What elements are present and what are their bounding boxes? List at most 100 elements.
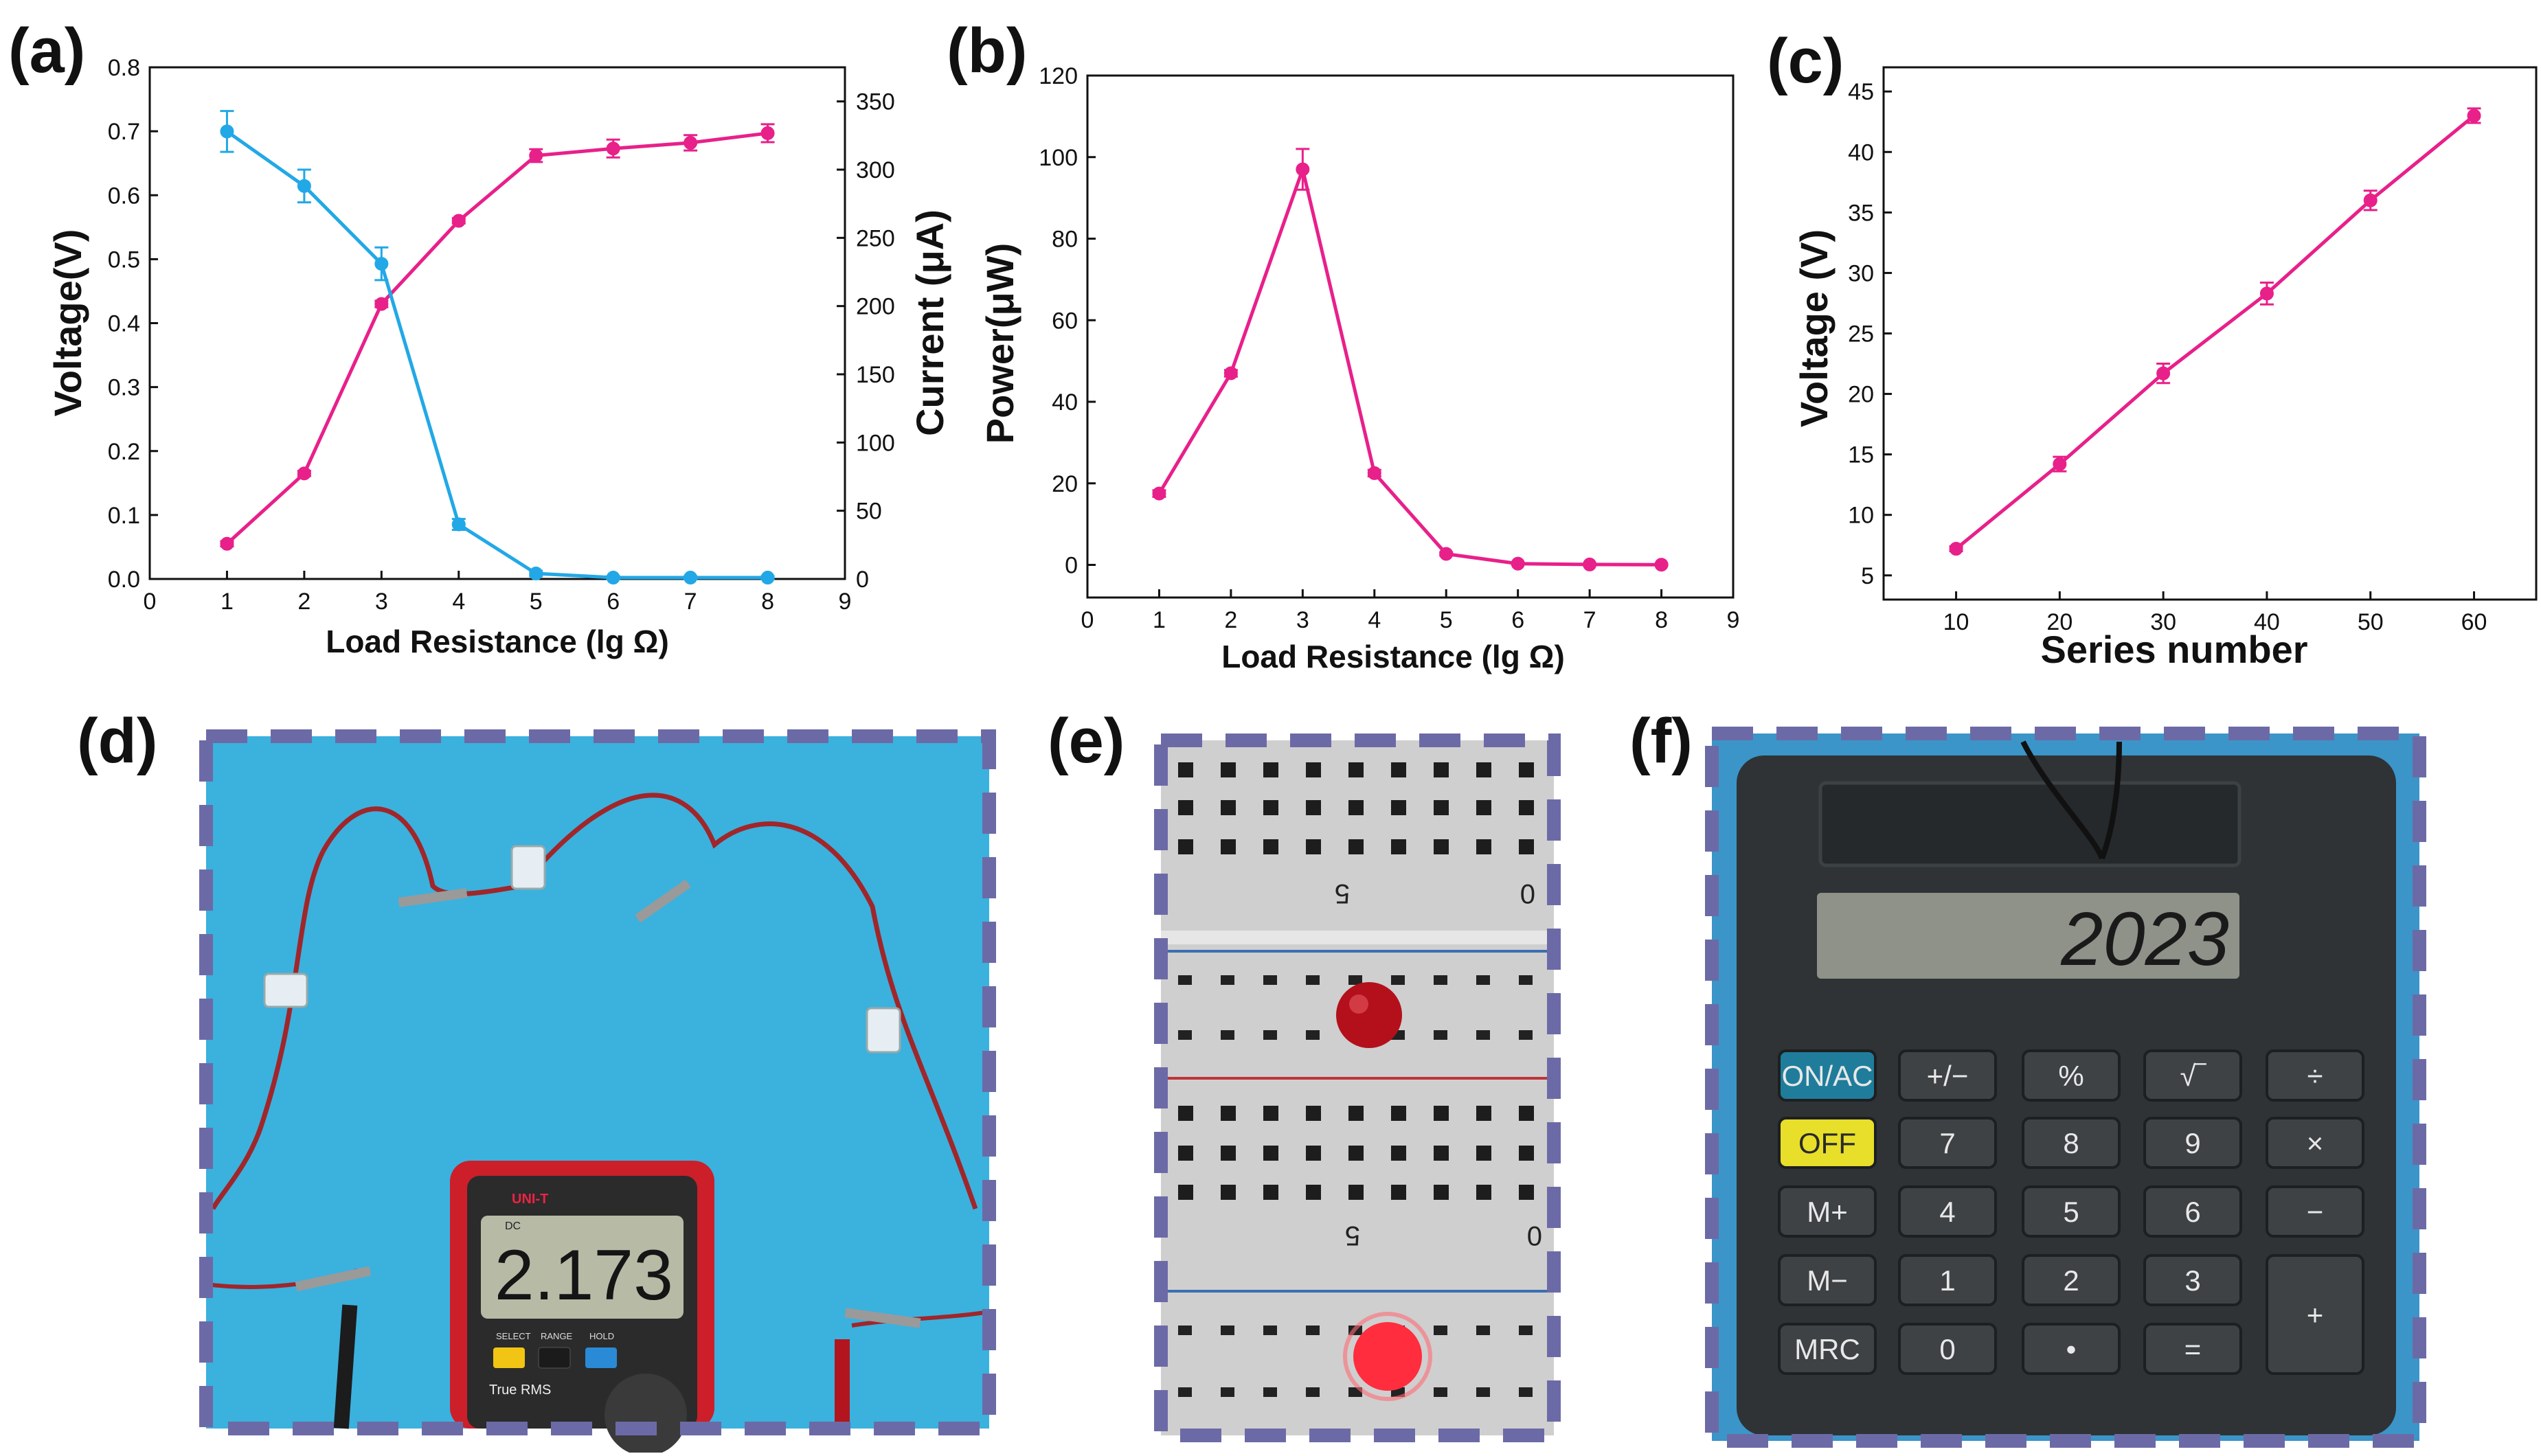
y2-tick-label: 50 xyxy=(856,499,882,525)
chart-c-ylabel: Voltage (V) xyxy=(1792,229,1836,427)
breadboard-hole xyxy=(1519,1185,1534,1200)
calculator-key[interactable] xyxy=(2022,1117,2121,1169)
calculator-key[interactable] xyxy=(2143,1049,2242,1102)
x-tick-label: 4 xyxy=(452,589,465,615)
calculator-key[interactable] xyxy=(2143,1254,2242,1306)
breadboard-hole xyxy=(1519,1146,1534,1161)
multimeter-true-rms: True RMS xyxy=(489,1383,551,1398)
multimeter-reading: 2.173 xyxy=(495,1236,673,1315)
chart-b-y-ticks: 0 20 40 60 80 100 120 xyxy=(1039,63,1096,579)
multimeter-dial[interactable] xyxy=(605,1374,687,1456)
panel-label-c: (c) xyxy=(1767,26,1844,96)
y-tick-label: 0.4 xyxy=(108,311,140,337)
y-tick-label: 0.6 xyxy=(108,183,140,209)
x-tick-label: 2 xyxy=(1224,607,1237,633)
calculator-key[interactable] xyxy=(2022,1323,2121,1375)
breadboard-hole xyxy=(1263,1106,1278,1121)
calculator-key-label: 3 xyxy=(2184,1264,2200,1297)
calculator-key-label: 6 xyxy=(2184,1196,2200,1228)
data-point-voltage xyxy=(2156,366,2171,380)
breadboard-hole xyxy=(1434,800,1449,815)
photo-f-frame xyxy=(1705,727,2426,1448)
y-tick-label: 0 xyxy=(1065,553,1078,579)
y-tick-label: 40 xyxy=(1848,139,1874,166)
breadboard-hole xyxy=(1434,1106,1449,1121)
breadboard-hole xyxy=(1434,839,1449,854)
chart-b-xlabel: Load Resistance (lg Ω) xyxy=(1221,639,1565,674)
multimeter-select-button[interactable] xyxy=(493,1347,525,1368)
panel-label-d: (d) xyxy=(77,706,157,776)
calculator-key-label: MRC xyxy=(1794,1333,1860,1365)
wire-red xyxy=(320,793,978,1210)
data-point-voltage xyxy=(297,466,311,481)
y-tick-label: 45 xyxy=(1848,79,1874,105)
calculator-key[interactable] xyxy=(2266,1049,2364,1102)
calculator-key-label: − xyxy=(2307,1196,2324,1228)
calculator-key-label: 5 xyxy=(2063,1196,2079,1228)
breadboard-hole xyxy=(1221,839,1236,854)
photo-e-frame xyxy=(1154,733,1561,1442)
calculator-key[interactable] xyxy=(2266,1185,2364,1238)
calculator-key[interactable] xyxy=(2022,1049,2121,1102)
calculator-key[interactable] xyxy=(2266,1254,2364,1375)
panel-label-b: (b) xyxy=(947,16,1027,86)
calculator-key[interactable] xyxy=(2022,1185,2121,1238)
clip-3 xyxy=(295,1266,372,1292)
calculator-key[interactable] xyxy=(1898,1049,1997,1102)
breadboard-hole xyxy=(1348,800,1364,815)
x-tick-label: 7 xyxy=(1583,607,1596,633)
calculator-key[interactable] xyxy=(1778,1185,1877,1238)
calculator-key[interactable] xyxy=(2143,1185,2242,1238)
multimeter-hold-label: HOLD xyxy=(589,1331,614,1341)
y2-tick-label: 100 xyxy=(856,430,895,456)
calculator-key-label: 0 xyxy=(1939,1333,1955,1365)
y-tick-label: 20 xyxy=(1848,382,1874,408)
data-point-voltage xyxy=(2053,457,2067,471)
photo-d-frame xyxy=(199,729,996,1435)
x-tick-label: 2 xyxy=(297,589,310,615)
calculator-keypad: ON/AC +/−% √‾ ÷ OFF 7 8 9 × M+ 4 5 6 − M− 1 2 3 + MRC 0 • = xyxy=(1778,1049,2364,1375)
calculator-key[interactable] xyxy=(1898,1323,1997,1375)
chart-a-y2-ticks: 0 50 100 150 200 250 300 350 xyxy=(837,89,895,593)
calculator-display xyxy=(1817,893,2239,979)
data-point-current xyxy=(374,257,389,271)
calculator-key[interactable] xyxy=(2143,1323,2242,1375)
breadboard-hole xyxy=(1476,1326,1490,1335)
calculator-display-value: 2023 xyxy=(2060,897,2229,981)
calculator-key[interactable] xyxy=(1898,1185,1997,1238)
multimeter-screen xyxy=(481,1216,684,1319)
data-point-power xyxy=(1654,558,1669,572)
panel-label-e: (e) xyxy=(1048,706,1125,776)
breadboard-hole xyxy=(1306,839,1321,854)
data-point-voltage xyxy=(2467,109,2481,123)
calculator-key-label: % xyxy=(2058,1060,2083,1092)
multimeter-range-button[interactable] xyxy=(538,1347,571,1369)
calculator-key[interactable] xyxy=(1778,1323,1877,1375)
data-point-current xyxy=(451,517,466,532)
calculator-key[interactable] xyxy=(2143,1117,2242,1169)
calculator-key[interactable] xyxy=(2022,1254,2121,1306)
calculator-key[interactable] xyxy=(2266,1117,2364,1169)
y-tick-label: 40 xyxy=(1052,389,1078,416)
y-tick-label: 15 xyxy=(1848,442,1874,468)
photo-calculator: 2023 ON/AC +/−% √‾ ÷ OFF 7 8 9 × M+ 4 5 6 − M− 1 2 3 + MRC 0… xyxy=(1712,733,2419,1441)
data-point-current xyxy=(606,571,620,585)
calculator-key-label: 9 xyxy=(2184,1127,2200,1159)
breadboard-hole xyxy=(1178,800,1193,815)
calculator-key[interactable] xyxy=(1898,1117,1997,1169)
chart-b-frame xyxy=(1086,74,1735,599)
probe-red xyxy=(835,1339,850,1429)
breadboard-hole xyxy=(1221,800,1236,815)
clip-4 xyxy=(844,1308,921,1328)
multimeter-hold-button[interactable] xyxy=(585,1347,617,1368)
breadboard-hole xyxy=(1476,1106,1491,1121)
x-tick-label: 40 xyxy=(2254,609,2280,635)
clip-2 xyxy=(635,879,691,923)
calculator-key[interactable] xyxy=(1898,1254,1997,1306)
calculator-key-label: ON/AC xyxy=(1781,1060,1873,1092)
calculator-key[interactable] xyxy=(1778,1117,1877,1169)
breadboard-hole xyxy=(1263,800,1278,815)
breadboard-hole xyxy=(1391,1185,1406,1200)
calculator-key[interactable] xyxy=(1778,1049,1877,1102)
calculator-key[interactable] xyxy=(1778,1254,1877,1306)
